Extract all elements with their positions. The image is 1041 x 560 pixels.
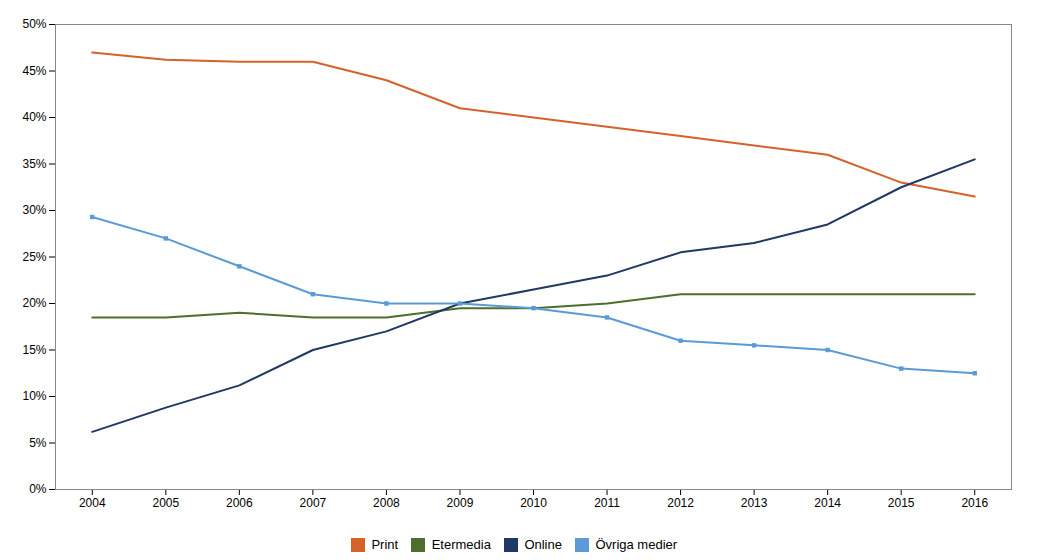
svg-text:5%: 5% bbox=[29, 436, 47, 450]
html-text:Etermedia: Etermedia bbox=[431, 537, 491, 552]
svg-text:2016: 2016 bbox=[961, 496, 988, 510]
svg-text:25%: 25% bbox=[22, 250, 46, 264]
svg-text:2008: 2008 bbox=[373, 496, 400, 510]
svg-text:50%: 50% bbox=[22, 17, 46, 31]
svg-text:2010: 2010 bbox=[520, 496, 547, 510]
svg-text:2011: 2011 bbox=[594, 496, 620, 510]
svg-text:2014: 2014 bbox=[814, 496, 841, 510]
svg-text:2006: 2006 bbox=[226, 496, 253, 510]
svg-text:2009: 2009 bbox=[447, 496, 474, 510]
svg-text:20%: 20% bbox=[22, 296, 46, 310]
svg-text:40%: 40% bbox=[22, 110, 46, 124]
html-text:Övriga medier: Övriga medier bbox=[595, 537, 678, 552]
svg-text:45%: 45% bbox=[22, 64, 46, 78]
svg-text:30%: 30% bbox=[22, 203, 46, 217]
svg-text:2007: 2007 bbox=[300, 496, 327, 510]
html-text:Print: Print bbox=[371, 537, 399, 552]
svg-text:2015: 2015 bbox=[888, 496, 915, 510]
svg-text:2004: 2004 bbox=[79, 496, 106, 510]
svg-text:2013: 2013 bbox=[741, 496, 768, 510]
svg-text:2012: 2012 bbox=[667, 496, 694, 510]
svg-text:35%: 35% bbox=[22, 157, 46, 171]
svg-text:15%: 15% bbox=[22, 343, 46, 357]
svg-text:10%: 10% bbox=[22, 389, 46, 403]
svg-text:0%: 0% bbox=[29, 482, 47, 496]
svg-text:2005: 2005 bbox=[152, 496, 179, 510]
html-text:Online: Online bbox=[524, 537, 562, 552]
